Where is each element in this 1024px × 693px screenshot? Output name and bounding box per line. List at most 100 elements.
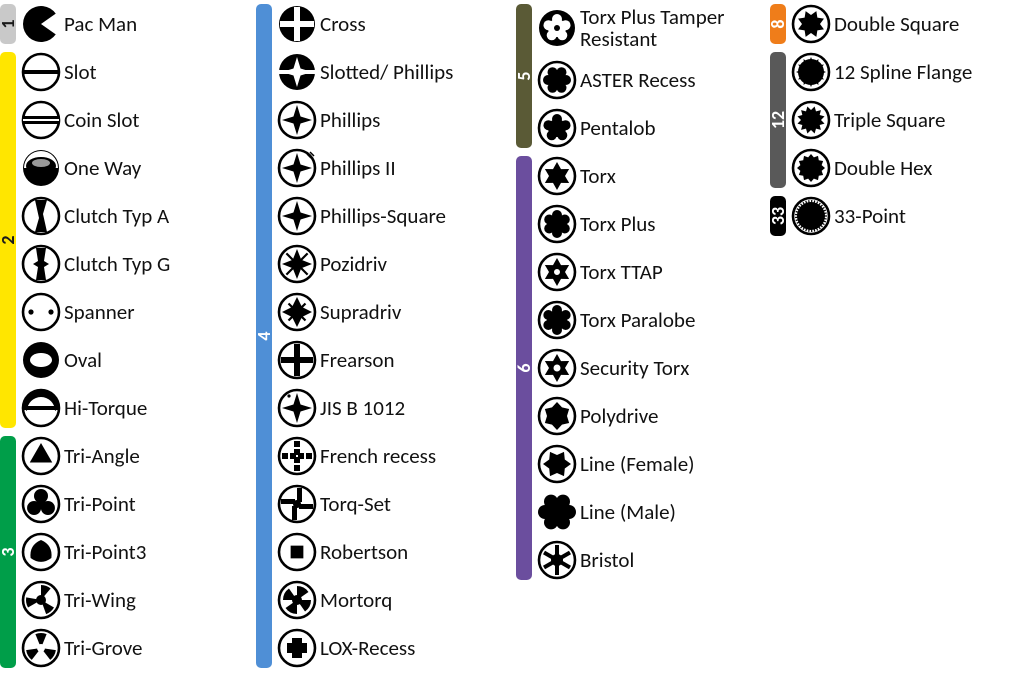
item-label: Oval <box>62 349 102 371</box>
item-label: Cross <box>318 13 366 35</box>
group-items-6: TorxTorx PlusTorx TTAPTorx ParalobeSecur… <box>536 152 695 584</box>
item-row: Supradriv <box>276 288 453 336</box>
item-label: Line (Male) <box>578 501 676 523</box>
group-items-5: Torx Plus Tamper Resistant ASTER Recess Pe… <box>536 0 725 152</box>
item-label: 33-Point <box>832 205 906 227</box>
mortorq-icon <box>276 579 318 621</box>
item-label: Tri-Point <box>62 493 136 515</box>
item-label: Torx Plus Tamper Resistant <box>578 6 725 50</box>
item-row: Hi-Torque <box>20 384 170 432</box>
group-items-8: Double Square <box>790 0 959 48</box>
item-row: Frearson <box>276 336 453 384</box>
group-bar-6: 6 <box>516 156 532 580</box>
item-label: Security Torx <box>578 357 689 379</box>
item-label: Coin Slot <box>62 109 139 131</box>
group-items-12: 12 Spline FlangeTriple SquareDouble Hex <box>790 48 972 192</box>
linefemale-icon <box>536 443 578 485</box>
item-label: Pentalob <box>578 117 655 139</box>
phillipssquare-icon <box>276 195 318 237</box>
point33-icon <box>790 195 832 237</box>
item-label: Clutch Typ A <box>62 205 169 227</box>
doublesquare-icon <box>790 3 832 45</box>
frenchrecess-icon <box>276 435 318 477</box>
column-1: 4 Cross Slotted/ Phillips Phillips Phillips … <box>256 0 516 672</box>
item-row: Torx Plus <box>536 200 695 248</box>
item-label: Pac Man <box>62 13 137 35</box>
item-row: Mortorq <box>276 576 453 624</box>
item-row: Cross <box>276 0 453 48</box>
lox-icon <box>276 627 318 669</box>
group-4: 4 Cross Slotted/ Phillips Phillips Phillips … <box>256 0 516 672</box>
item-label: Polydrive <box>578 405 658 427</box>
group-3: 3Tri-AngleTri-PointTri-Point3Tri-WingTri… <box>0 432 256 672</box>
pacman-icon <box>20 3 62 45</box>
item-row: Phillips II <box>276 144 453 192</box>
group-bar-8: 8 <box>770 4 786 44</box>
item-row: Torx Plus Tamper Resistant <box>536 0 725 56</box>
group-bar-4: 4 <box>256 4 272 668</box>
polydrive-icon <box>536 395 578 437</box>
item-label: Torx Paralobe <box>578 309 695 331</box>
group-bar-1: 1 <box>0 4 16 44</box>
item-label: Phillips II <box>318 157 396 179</box>
item-row: Polydrive <box>536 392 695 440</box>
securitytorx-icon <box>536 347 578 389</box>
torxpara-icon <box>536 299 578 341</box>
item-label: Torx <box>578 165 616 187</box>
item-row: Tri-Angle <box>20 432 146 480</box>
pentalob-icon <box>536 107 578 149</box>
group-2: 2SlotCoin SlotOne WayClutch Typ AClutch … <box>0 48 256 432</box>
group-5: 5Torx Plus Tamper ResistantASTER RecessP… <box>516 0 770 152</box>
item-row: French recess <box>276 432 453 480</box>
torxplustamper-icon <box>536 7 578 49</box>
item-row: Pac Man <box>20 0 137 48</box>
clutchA-icon <box>20 195 62 237</box>
item-row: One Way <box>20 144 170 192</box>
group-items-2: SlotCoin SlotOne WayClutch Typ AClutch T… <box>20 48 170 432</box>
item-row: Line (Female) <box>536 440 695 488</box>
item-label: JIS B 1012 <box>318 397 405 419</box>
group-number-8: 8 <box>767 19 789 28</box>
item-label: ASTER Recess <box>578 69 696 91</box>
item-row: LOX-Recess <box>276 624 453 672</box>
group-items-3: Tri-Angle Tri-Point Tri-Point3 Tri-Wing Tri-… <box>20 432 146 672</box>
pozidriv-icon <box>276 243 318 285</box>
item-label: Supradriv <box>318 301 401 323</box>
triangle-icon <box>20 435 62 477</box>
item-row: Slot <box>20 48 170 96</box>
item-label: French recess <box>318 445 436 467</box>
item-label: Mortorq <box>318 589 392 611</box>
item-row: Phillips-Square <box>276 192 453 240</box>
group-number-12: 12 <box>767 111 789 129</box>
item-label: Robertson <box>318 541 408 563</box>
oneway-icon <box>20 147 62 189</box>
hitorque-icon <box>20 387 62 429</box>
item-row: Tri-Wing <box>20 576 146 624</box>
item-label: Torq-Set <box>318 493 391 515</box>
item-row: Tri-Point3 <box>20 528 146 576</box>
frearson-icon <box>276 339 318 381</box>
item-row: Phillips <box>276 96 453 144</box>
item-row: Oval <box>20 336 170 384</box>
triwing-icon <box>20 579 62 621</box>
item-row: Torx Paralobe <box>536 296 695 344</box>
screw-drive-chart: 1Pac Man2SlotCoin SlotOne WayClutch Typ … <box>0 0 1024 672</box>
item-label: Tri-Point3 <box>62 541 146 563</box>
group-number-1: 1 <box>0 19 19 28</box>
column-3: 8Double Square 1212 Spline FlangeTriple S… <box>770 0 1024 240</box>
group-6: 6TorxTorx PlusTorx TTAPTorx ParalobeSecu… <box>516 152 770 584</box>
item-row: Slotted/ Phillips <box>276 48 453 96</box>
item-row: JIS B 1012 <box>276 384 453 432</box>
item-label: Tri-Grove <box>62 637 142 659</box>
oval-icon <box>20 339 62 381</box>
torxplus-icon <box>536 203 578 245</box>
item-label: LOX-Recess <box>318 637 415 659</box>
item-label: Slotted/ Phillips <box>318 61 453 83</box>
group-1: 1 Pac Man <box>0 0 256 48</box>
group-33: 3333-Point <box>770 192 1024 240</box>
tripoint3-icon <box>20 531 62 573</box>
item-row: Clutch Typ A <box>20 192 170 240</box>
slot-icon <box>20 51 62 93</box>
cross-icon <box>276 3 318 45</box>
item-row: Robertson <box>276 528 453 576</box>
